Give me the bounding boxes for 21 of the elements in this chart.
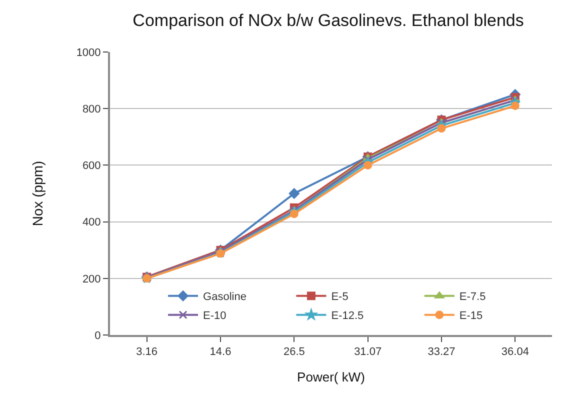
x-tick-label: 3.16 [136, 346, 158, 358]
y-tick-label: 0 [94, 330, 101, 342]
legend-label: E-5 [331, 291, 348, 304]
x-tick-label: 14.6 [210, 346, 232, 358]
legend-label: Gasoline [203, 291, 246, 304]
y-tick-label: 200 [82, 273, 101, 286]
y-tick-label: 1000 [76, 46, 101, 59]
x-tick-label: 26.5 [283, 346, 305, 358]
chart-title: Comparison of NOx b/w Gasolinevs. Ethanol blends [132, 11, 524, 30]
y-tick-label: 800 [82, 103, 101, 116]
x-axis-title: Power( kW) [297, 369, 365, 384]
x-tick-label: 31.07 [354, 346, 382, 358]
y-axis-title: Nox (ppm) [29, 160, 46, 226]
legend-label: E-12.5 [331, 310, 364, 322]
x-tick-label: 33.27 [428, 346, 456, 358]
y-tick-label: 400 [82, 216, 101, 229]
y-tick-label: 600 [82, 160, 101, 172]
legend-label: E-10 [203, 310, 226, 322]
x-tick-label: 36.04 [501, 346, 529, 358]
legend-label: E-7.5 [459, 291, 486, 304]
legend-label: E-15 [459, 310, 483, 322]
